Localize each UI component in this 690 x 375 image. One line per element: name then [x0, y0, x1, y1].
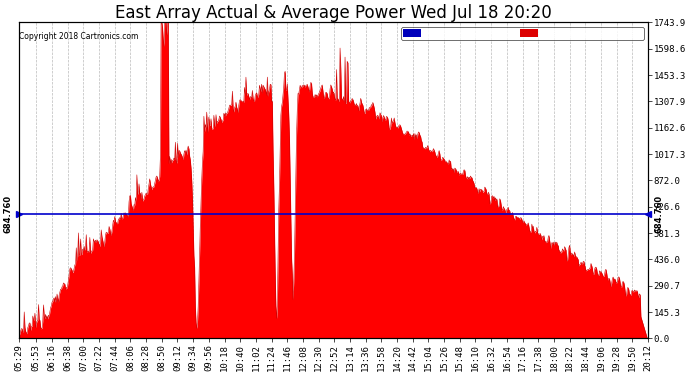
Title: East Array Actual & Average Power Wed Jul 18 20:20: East Array Actual & Average Power Wed Ju…	[115, 4, 551, 22]
Text: 684.760: 684.760	[654, 195, 663, 233]
Text: Copyright 2018 Cartronics.com: Copyright 2018 Cartronics.com	[19, 32, 139, 41]
Legend: Average  (DC Watts), East Array  (DC Watts): Average (DC Watts), East Array (DC Watts…	[402, 27, 644, 40]
Text: 684.760: 684.760	[3, 195, 12, 233]
